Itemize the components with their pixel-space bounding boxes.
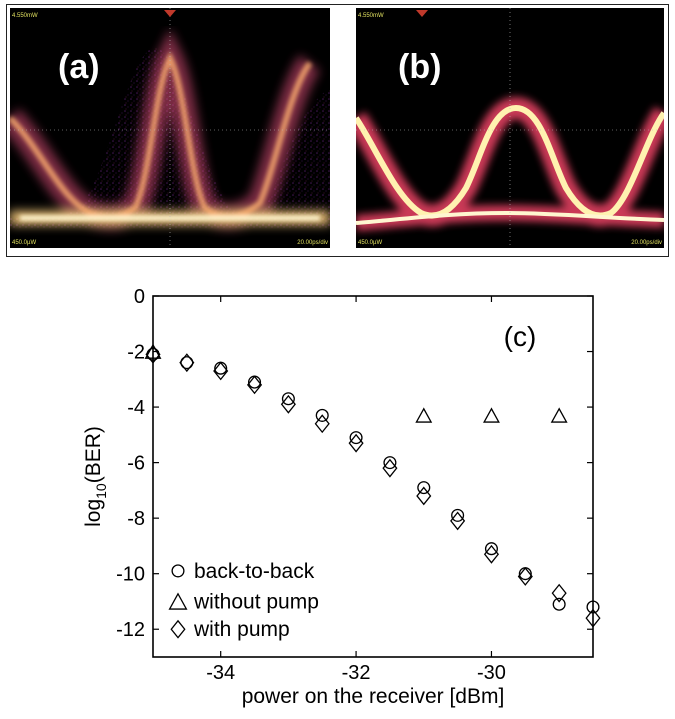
- data-point-with-pump: [551, 583, 567, 603]
- eye-b-bottom-left-readout: 450.0µW: [358, 240, 382, 246]
- legend-marker-back-to-back: [171, 564, 185, 578]
- data-point-with-pump: [450, 511, 466, 531]
- legend-marker-with-pump: [170, 619, 186, 639]
- eye-diagram-a-plot: 4.550mW 450.0µW 20.00ps/div (a): [10, 8, 330, 248]
- eye-diagram-b-plot: 4.550mW 450.0µW 20.00ps/div (b): [356, 8, 664, 248]
- eye-a-bottom-right-readout: 20.00ps/div: [297, 240, 328, 246]
- panel-c-label: (c): [504, 321, 537, 352]
- data-point-back-to-back: [180, 356, 194, 370]
- plot-frame: [152, 295, 594, 658]
- y-tick-label: -12: [116, 619, 145, 641]
- data-point-back-to-back: [383, 456, 397, 470]
- data-point-back-to-back: [417, 481, 431, 495]
- data-point-without-pump: [483, 407, 500, 423]
- data-point-with-pump: [246, 375, 263, 395]
- data-point-with-pump: [382, 458, 398, 478]
- data-point-with-pump: [483, 544, 500, 564]
- data-point-with-pump: [280, 394, 296, 414]
- eye-a-bottom-left-readout: 450.0µW: [12, 240, 36, 246]
- data-point-without-pump: [550, 407, 568, 423]
- data-point-back-to-back: [586, 600, 600, 614]
- y-tick-label: -2: [127, 342, 145, 364]
- x-tick-label: -30: [477, 662, 506, 684]
- legend-marker-without-pump: [168, 592, 188, 610]
- data-point-without-pump: [415, 407, 433, 423]
- eye-b-label: (b): [398, 48, 441, 86]
- data-point-with-pump: [517, 567, 533, 586]
- data-point-back-to-back: [281, 392, 295, 406]
- eye-a-top-readout: 4.550mW: [12, 13, 38, 19]
- data-point-with-pump: [348, 433, 364, 453]
- eye-a-label: (a): [58, 48, 100, 86]
- data-point-back-to-back: [451, 508, 465, 522]
- eye-b-top-readout: 4.550mW: [358, 13, 384, 19]
- y-tick-label: -8: [127, 508, 145, 530]
- y-axis-label: log10(BER): [82, 426, 109, 527]
- eye-diagram-b: 4.550mW 450.0µW 20.00ps/div (b): [356, 8, 675, 248]
- eye-b-bottom-right-readout: 20.00ps/div: [631, 240, 662, 246]
- data-point-with-pump: [585, 608, 601, 628]
- data-point-back-to-back: [552, 597, 566, 611]
- y-tick-label: -4: [127, 397, 145, 419]
- y-tick-label: 0: [134, 286, 145, 308]
- y-tick-label: -10: [116, 564, 145, 586]
- x-tick-label: -34: [206, 662, 235, 684]
- legend-label: without pump: [193, 590, 319, 613]
- data-point-with-pump: [179, 353, 195, 373]
- legend-label: back-to-back: [194, 560, 315, 583]
- x-axis-label: power on the receiver [dBm]: [242, 685, 505, 708]
- eye-diagram-a: 4.550mW 450.0µW 20.00ps/div (a): [10, 8, 330, 248]
- ber-chart-plot-area: -34 -32 -30 0 -2 -4 -6 -8 -10 -12 power on the rec…: [82, 286, 601, 708]
- data-point-with-pump: [416, 486, 432, 506]
- data-point-back-to-back: [315, 408, 329, 422]
- data-point-back-to-back: [349, 431, 363, 445]
- data-point-back-to-back: [484, 542, 498, 556]
- data-point-with-pump: [145, 344, 161, 364]
- ber-chart: -34 -32 -30 0 -2 -4 -6 -8 -10 -12 power on the rec…: [82, 286, 601, 708]
- data-point-with-pump: [314, 414, 330, 434]
- legend-label: with pump: [193, 618, 290, 641]
- data-point-with-pump: [213, 361, 229, 381]
- x-tick-label: -32: [342, 662, 371, 684]
- y-tick-label: -6: [127, 453, 145, 475]
